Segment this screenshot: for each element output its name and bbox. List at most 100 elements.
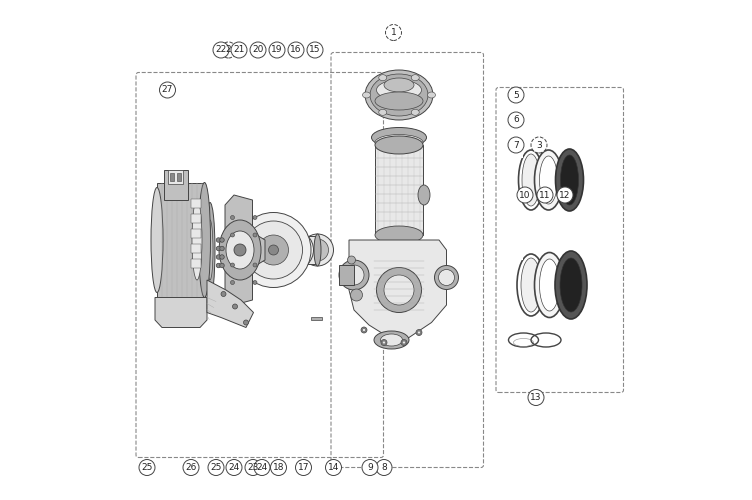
Ellipse shape	[217, 255, 221, 259]
Text: 11: 11	[539, 190, 550, 200]
Bar	[292, 236, 317, 264]
Text: 21: 21	[233, 46, 244, 54]
Circle shape	[288, 42, 304, 58]
Ellipse shape	[231, 216, 235, 220]
Circle shape	[271, 460, 287, 475]
Text: 14: 14	[328, 463, 339, 472]
Ellipse shape	[374, 331, 409, 349]
Circle shape	[250, 42, 266, 58]
Circle shape	[531, 137, 547, 153]
Ellipse shape	[521, 258, 541, 312]
Ellipse shape	[381, 340, 387, 345]
Ellipse shape	[217, 238, 221, 242]
Ellipse shape	[377, 80, 422, 100]
Ellipse shape	[539, 156, 557, 204]
Ellipse shape	[253, 216, 257, 220]
Ellipse shape	[232, 212, 239, 288]
Text: 20: 20	[253, 46, 264, 54]
Polygon shape	[207, 280, 253, 328]
Ellipse shape	[307, 239, 329, 261]
Circle shape	[307, 42, 323, 58]
Text: 25: 25	[211, 463, 222, 472]
Circle shape	[139, 460, 155, 475]
Text: 15: 15	[309, 46, 321, 54]
Circle shape	[159, 82, 175, 98]
Bar	[191, 244, 201, 252]
Ellipse shape	[192, 200, 202, 280]
Ellipse shape	[199, 182, 211, 298]
Bar	[311, 317, 322, 320]
Bar	[517, 148, 523, 158]
Ellipse shape	[375, 226, 423, 244]
Text: 10: 10	[519, 190, 531, 200]
Circle shape	[254, 460, 270, 475]
Text: 1: 1	[390, 28, 396, 37]
Ellipse shape	[375, 134, 423, 150]
Ellipse shape	[244, 221, 302, 279]
Ellipse shape	[217, 246, 221, 251]
Ellipse shape	[555, 251, 587, 319]
Circle shape	[508, 137, 524, 153]
Bar	[191, 228, 201, 237]
Ellipse shape	[274, 230, 314, 270]
Circle shape	[213, 42, 229, 58]
Ellipse shape	[560, 258, 582, 312]
Ellipse shape	[384, 275, 414, 305]
Circle shape	[517, 187, 533, 203]
Ellipse shape	[362, 92, 371, 98]
Bar	[375, 145, 423, 235]
Ellipse shape	[365, 70, 433, 120]
Text: 19: 19	[271, 46, 283, 54]
Ellipse shape	[220, 263, 224, 268]
Text: 12: 12	[559, 190, 571, 200]
Ellipse shape	[302, 234, 333, 266]
Bar	[163, 170, 187, 200]
Ellipse shape	[232, 304, 238, 309]
Ellipse shape	[522, 154, 540, 206]
Ellipse shape	[347, 256, 356, 264]
Ellipse shape	[350, 289, 362, 301]
Circle shape	[528, 390, 544, 406]
Circle shape	[326, 460, 341, 475]
Bar	[157, 182, 205, 298]
Polygon shape	[349, 240, 447, 338]
Bar	[191, 258, 201, 268]
Text: 23: 23	[247, 463, 259, 472]
Ellipse shape	[411, 110, 420, 116]
Ellipse shape	[375, 92, 423, 110]
Circle shape	[220, 42, 236, 58]
Bar	[339, 265, 354, 285]
Text: 26: 26	[185, 463, 197, 472]
Text: 7: 7	[513, 140, 519, 149]
Ellipse shape	[560, 155, 578, 205]
Circle shape	[226, 460, 242, 475]
Circle shape	[183, 460, 199, 475]
Ellipse shape	[339, 260, 369, 290]
Text: 18: 18	[273, 463, 284, 472]
Ellipse shape	[416, 330, 422, 336]
Text: 5: 5	[513, 90, 519, 100]
Ellipse shape	[377, 268, 422, 312]
Text: 27: 27	[162, 86, 173, 94]
Ellipse shape	[221, 292, 226, 296]
Ellipse shape	[402, 341, 405, 344]
Circle shape	[296, 460, 311, 475]
Ellipse shape	[435, 266, 459, 289]
Ellipse shape	[234, 244, 246, 256]
Ellipse shape	[344, 265, 364, 285]
Ellipse shape	[384, 78, 414, 92]
Ellipse shape	[220, 255, 224, 259]
Ellipse shape	[231, 280, 235, 284]
Text: 16: 16	[290, 46, 302, 54]
Ellipse shape	[556, 149, 584, 211]
Ellipse shape	[220, 246, 224, 251]
Ellipse shape	[379, 74, 387, 80]
Circle shape	[557, 187, 573, 203]
Ellipse shape	[244, 320, 248, 325]
Ellipse shape	[361, 327, 367, 333]
Ellipse shape	[253, 263, 257, 267]
Ellipse shape	[231, 233, 235, 237]
Circle shape	[269, 42, 285, 58]
Ellipse shape	[535, 252, 565, 318]
Text: 24: 24	[229, 463, 240, 472]
